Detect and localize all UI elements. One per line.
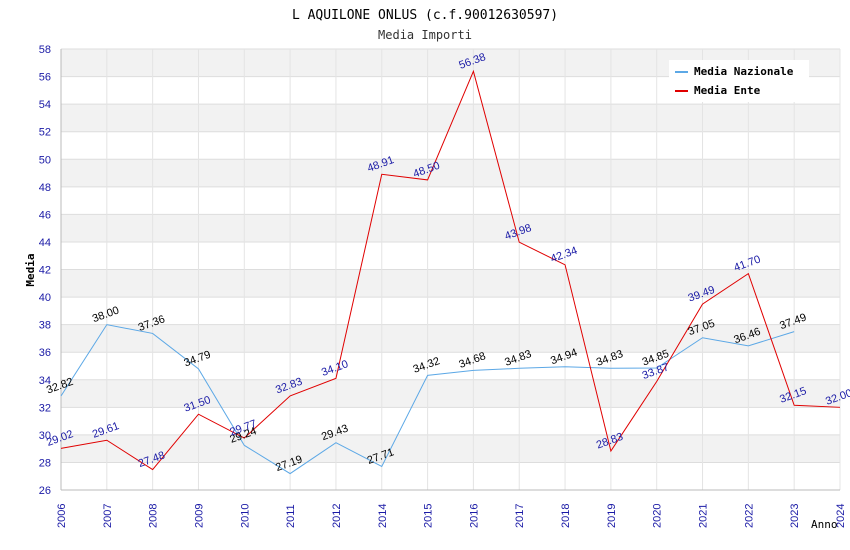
data-label: 34.10 xyxy=(320,358,350,379)
y-tick-label: 26 xyxy=(39,485,51,497)
y-tick-label: 50 xyxy=(39,154,51,166)
series-lines xyxy=(60,69,841,475)
y-tick-label: 30 xyxy=(39,430,51,442)
data-label: 38.00 xyxy=(91,304,121,325)
x-tick-label: 2006 xyxy=(56,504,68,528)
y-tick-label: 48 xyxy=(39,182,51,194)
x-tick-label: 2012 xyxy=(331,504,343,528)
grid-band xyxy=(61,214,840,242)
legend: Media Nazionale Media Ente xyxy=(669,60,809,102)
grid-bands xyxy=(61,49,840,463)
chart-title: L AQUILONE ONLUS (c.f.90012630597) xyxy=(292,8,558,23)
data-label: 34.68 xyxy=(457,350,487,371)
grid-band xyxy=(61,324,840,353)
y-tick-label: 32 xyxy=(39,402,51,414)
x-tick-label: 2022 xyxy=(743,504,755,528)
x-tick-label: 2024 xyxy=(835,504,847,528)
x-tick-label: 2010 xyxy=(239,504,251,528)
y-tick-label: 44 xyxy=(39,237,51,249)
axes xyxy=(60,49,840,491)
grid-lines xyxy=(60,48,841,491)
y-tick-label: 34 xyxy=(39,375,51,387)
y-tick-labels: 26 28 30 32 34 36 38 40 42 44 46 48 50 52 54 56 58 xyxy=(39,44,51,497)
x-tick-label: 2020 xyxy=(652,504,664,528)
x-tick-label: 2011 xyxy=(285,504,297,528)
x-tick-label: 2009 xyxy=(193,504,205,528)
y-tick-label: 40 xyxy=(39,292,51,304)
y-tick-label: 28 xyxy=(39,457,51,469)
x-tick-label: 2016 xyxy=(468,504,480,528)
x-axis-label: Anno xyxy=(811,518,838,531)
grid-band xyxy=(61,434,840,463)
y-tick-label: 42 xyxy=(39,265,51,277)
x-tick-labels: 2006 2007 2008 2009 2010 2011 2012 2014 2015 2016… xyxy=(56,504,847,528)
y-tick-label: 46 xyxy=(39,209,51,221)
y-tick-label: 36 xyxy=(39,347,51,359)
grid-band xyxy=(61,104,840,132)
x-tick-label: 2007 xyxy=(102,504,114,528)
grid-band xyxy=(61,269,840,298)
series-line-media-nazionale xyxy=(60,324,795,475)
grid-band xyxy=(61,379,840,408)
y-tick-label: 56 xyxy=(39,72,51,84)
legend-label-media-nazionale: Media Nazionale xyxy=(694,65,794,78)
y-tick-label: 52 xyxy=(39,127,51,139)
x-tick-label: 2008 xyxy=(148,504,160,528)
x-tick-label: 2017 xyxy=(514,504,526,528)
chart-subtitle: Media Importi xyxy=(378,28,472,42)
x-tick-label: 2018 xyxy=(560,504,572,528)
x-tick-label: 2023 xyxy=(789,504,801,528)
y-tick-label: 58 xyxy=(39,44,51,56)
legend-box xyxy=(669,60,809,102)
y-axis-label: Media xyxy=(24,253,37,286)
x-tick-label: 2014 xyxy=(377,504,389,528)
data-label: 42.34 xyxy=(549,245,579,266)
data-label: 34.32 xyxy=(412,355,442,376)
y-tick-label: 38 xyxy=(39,320,51,332)
x-tick-label: 2021 xyxy=(698,504,710,528)
x-tick-label: 2015 xyxy=(423,504,435,528)
legend-label-media-ente: Media Ente xyxy=(694,84,761,97)
series-line-media-ente xyxy=(60,69,841,471)
y-tick-label: 54 xyxy=(39,99,51,111)
x-tick-label: 2019 xyxy=(606,504,618,528)
grid-band xyxy=(61,159,840,187)
